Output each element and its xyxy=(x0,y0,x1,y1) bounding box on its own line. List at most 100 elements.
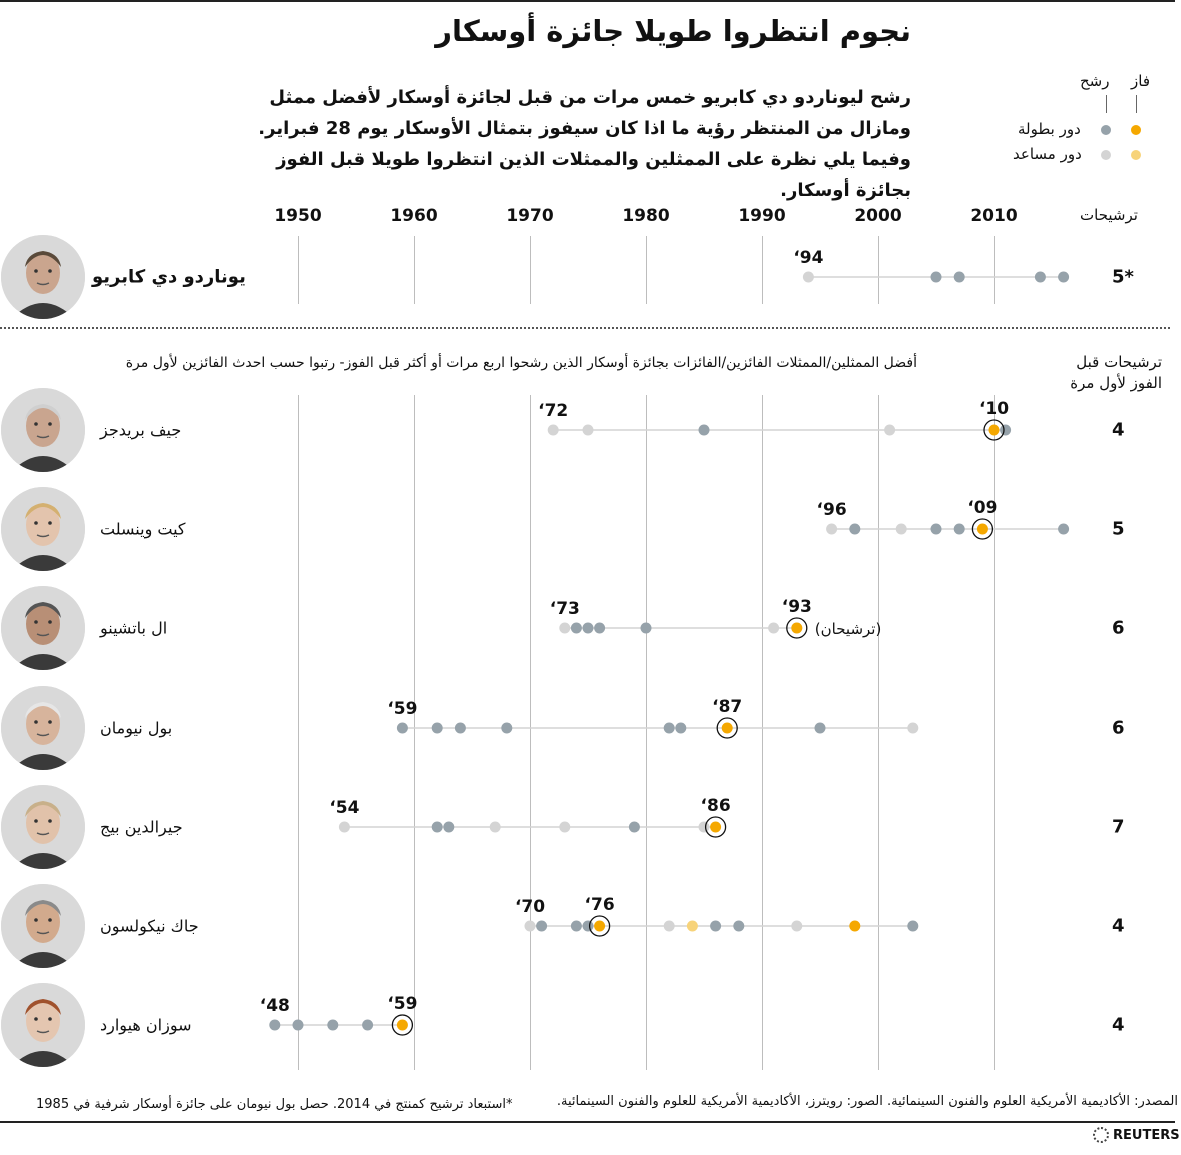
point-5-10 xyxy=(907,920,919,932)
actor-name-2: ال باتشينو xyxy=(100,618,168,638)
label-win-4: ‘86 xyxy=(701,796,731,816)
legend-supporting-won-dot xyxy=(1131,150,1141,160)
label-win-2: ‘93 xyxy=(782,597,812,617)
point-5-7 xyxy=(733,920,745,932)
point-5-11 xyxy=(594,920,606,932)
point-4-4 xyxy=(559,821,571,833)
point-featured-3 xyxy=(1034,271,1046,283)
legend-won-tick xyxy=(1136,95,1137,113)
point-featured-4 xyxy=(1058,271,1070,283)
portrait-photo xyxy=(1,983,85,1067)
label-win-5: ‘76 xyxy=(585,895,615,915)
gridline-1990-0 xyxy=(762,236,763,304)
point-0-4 xyxy=(1000,424,1012,436)
point-5-5 xyxy=(686,920,698,932)
page-title: نجوم انتظروا طويلا جائزة أوسكار xyxy=(435,14,911,48)
point-4-7 xyxy=(710,821,722,833)
label-start-6: ‘48 xyxy=(260,996,290,1016)
nomination-count-3: 6 xyxy=(1112,717,1125,739)
nomination-count-5: 4 xyxy=(1112,915,1125,937)
label-win-3: ‘87 xyxy=(712,697,742,717)
point-6-4 xyxy=(396,1019,408,1031)
portrait-photo xyxy=(1,785,85,869)
portrait-photo xyxy=(1,388,85,472)
point-3-5 xyxy=(675,722,687,734)
point-4-5 xyxy=(628,821,640,833)
portrait-photo xyxy=(1,686,85,770)
gridline-2000-1 xyxy=(878,395,879,1070)
point-2-0 xyxy=(559,622,571,634)
win-ring-5 xyxy=(588,915,611,937)
point-0-0 xyxy=(547,424,559,436)
point-1-3 xyxy=(930,523,942,535)
nomination-count-1: 5 xyxy=(1112,518,1125,540)
point-5-3 xyxy=(582,920,594,932)
intro-text: رشح ليوناردو دي كابريو خمس مرات من قبل ل… xyxy=(258,87,911,201)
x-tick-1960: 1960 xyxy=(390,206,438,226)
section-divider xyxy=(0,327,1170,329)
gridline-1970-0 xyxy=(530,236,531,304)
point-0-1 xyxy=(582,424,594,436)
point-2-1 xyxy=(570,622,582,634)
point-5-4 xyxy=(663,920,675,932)
gridline-1960-1 xyxy=(414,395,415,1070)
actor-name-3: بول نيومان xyxy=(100,718,173,738)
win-ring-2 xyxy=(786,617,808,639)
legend-nominated-tick xyxy=(1106,95,1107,113)
point-featured-2 xyxy=(953,271,965,283)
footer-note: *استبعاد ترشيح كمنتج في 2014. حصل بول ني… xyxy=(36,1097,513,1112)
point-5-1 xyxy=(536,920,548,932)
bottom-rule xyxy=(0,1121,1175,1123)
point-4-0 xyxy=(338,821,350,833)
point-3-2 xyxy=(454,722,466,734)
legend-supporting-nominated-dot xyxy=(1101,150,1111,160)
point-1-4 xyxy=(953,523,965,535)
portrait-photo xyxy=(1,235,85,319)
legend-supporting-label: دور مساعد xyxy=(1013,145,1082,163)
win-ring-4 xyxy=(704,816,727,838)
point-featured-0 xyxy=(802,271,814,283)
win-ring-1 xyxy=(971,518,994,540)
legend-lead-won-dot xyxy=(1131,125,1141,135)
portrait-photo xyxy=(1,586,85,670)
nominations-header: ترشيحات xyxy=(1080,206,1138,224)
label-start-3: ‘59 xyxy=(387,699,417,719)
gridline-2000-0 xyxy=(878,236,879,304)
nomination-count-0: 4 xyxy=(1112,419,1125,441)
win-ring-0 xyxy=(983,419,1005,441)
win-ring-3 xyxy=(716,717,738,739)
section-subtitle: أفضل الممثلين/الممثلات الفائزين/الفائزات… xyxy=(125,355,917,371)
nominations-before-win-header: ترشيحات قبل الفوز لأول مرة xyxy=(1070,353,1162,392)
label-start-0: ‘72 xyxy=(538,401,568,421)
gridline-1970-1 xyxy=(530,395,531,1070)
gridline-1980-0 xyxy=(646,236,647,304)
point-4-2 xyxy=(443,821,455,833)
reuters-logo: REUTERS xyxy=(1093,1127,1180,1143)
gridline-1960-0 xyxy=(414,236,415,304)
gridline-2010-1 xyxy=(994,395,995,1070)
x-tick-1980: 1980 xyxy=(622,206,670,226)
point-2-5 xyxy=(768,622,780,634)
point-1-1 xyxy=(849,523,861,535)
label-win-6: ‘59 xyxy=(387,994,417,1014)
point-featured-1 xyxy=(930,271,942,283)
point-2-7 xyxy=(791,622,803,634)
gridline-1990-1 xyxy=(762,395,763,1070)
gridline-1950-0 xyxy=(298,236,299,304)
nomination-count-6: 4 xyxy=(1112,1014,1125,1036)
win-note-2: (ترشيحان) xyxy=(815,620,882,638)
footer-source: المصدر: الأكاديمية الأمريكية العلوم والف… xyxy=(556,1094,1178,1109)
point-3-3 xyxy=(501,722,513,734)
x-tick-1990: 1990 xyxy=(738,206,786,226)
portrait-photo xyxy=(1,884,85,968)
point-1-0 xyxy=(826,523,838,535)
point-6-3 xyxy=(362,1019,374,1031)
actor-name-6: سوزان هيوارد xyxy=(100,1015,192,1035)
point-1-6 xyxy=(976,523,988,535)
x-tick-2000: 2000 xyxy=(854,206,902,226)
x-tick-1970: 1970 xyxy=(506,206,554,226)
top-rule xyxy=(0,0,1175,2)
actor-name-5: جاك نيكولسون xyxy=(100,916,199,936)
reuters-logo-text: REUTERS xyxy=(1113,1127,1180,1143)
point-0-2 xyxy=(698,424,710,436)
